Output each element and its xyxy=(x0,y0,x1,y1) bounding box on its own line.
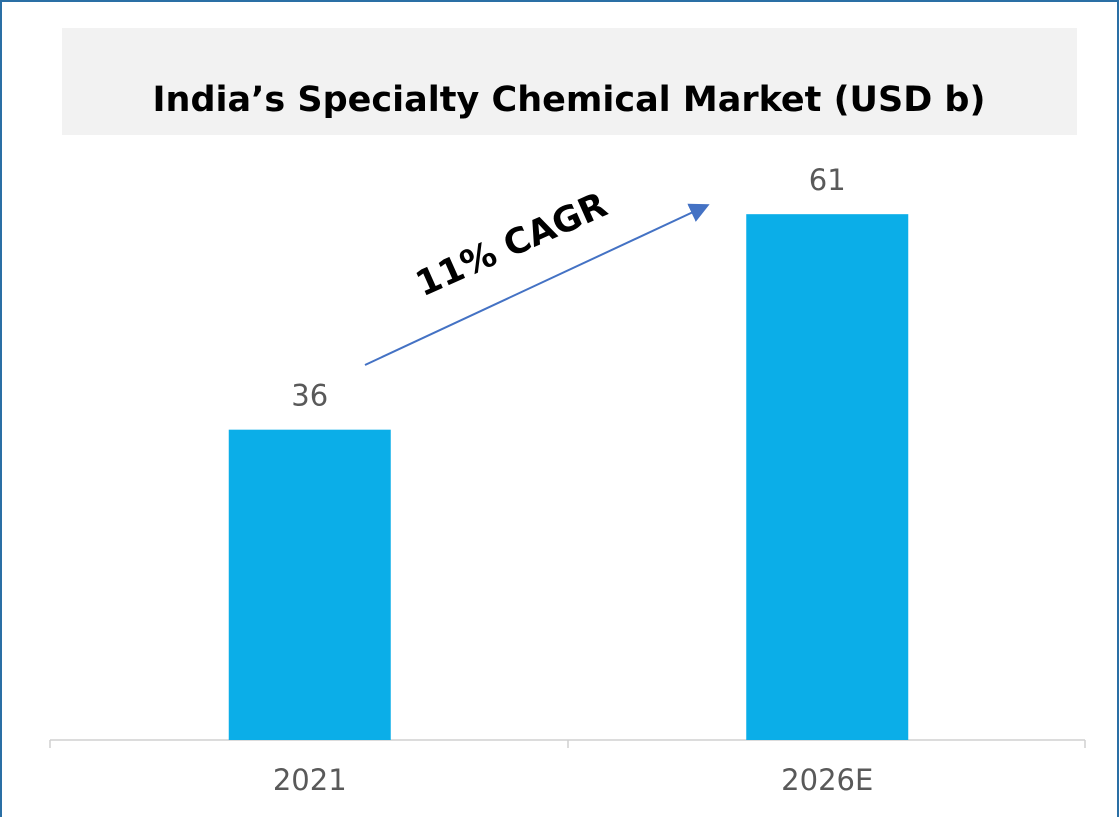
value-label: 36 xyxy=(291,379,328,413)
title-box xyxy=(62,28,1077,135)
cagr-arrow xyxy=(364,203,710,366)
x-tick-label: 2021 xyxy=(273,763,347,797)
value-label: 61 xyxy=(809,163,846,197)
x-tick-label: 2026E xyxy=(781,763,873,797)
bar xyxy=(228,429,391,740)
chart-title: India’s Specialty Chemical Market (USD b… xyxy=(153,80,986,120)
bar xyxy=(746,214,909,740)
cagr-annotation: 11% CAGR xyxy=(410,185,613,305)
